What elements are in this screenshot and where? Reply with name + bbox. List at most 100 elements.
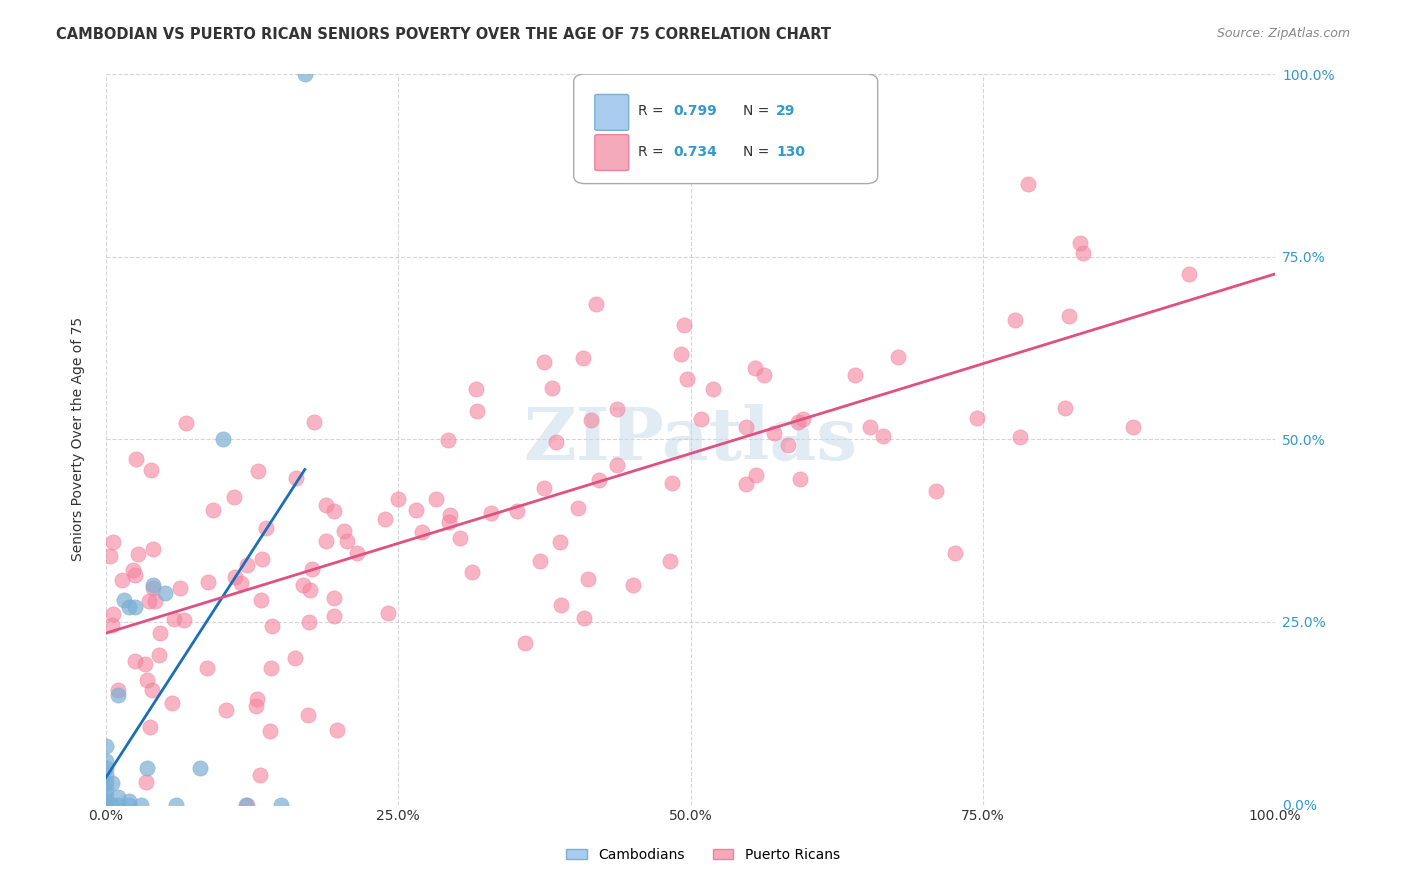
- Point: [778, 438, 800, 452]
- Point: [669, 347, 692, 361]
- Point: [1178, 267, 1201, 281]
- Point: [529, 554, 551, 568]
- Text: 0.799: 0.799: [673, 103, 717, 118]
- Point: [136, 761, 159, 775]
- Text: 29: 29: [776, 103, 796, 118]
- Point: [94, 761, 117, 775]
- Point: [315, 533, 337, 548]
- Point: [215, 703, 238, 717]
- Point: [129, 797, 152, 812]
- Point: [153, 586, 176, 600]
- Point: [661, 475, 683, 490]
- Point: [249, 768, 271, 782]
- Point: [789, 472, 811, 486]
- Point: [541, 381, 564, 395]
- Point: [411, 524, 433, 539]
- Point: [689, 412, 711, 426]
- Point: [118, 794, 141, 808]
- Point: [533, 355, 555, 369]
- Point: [752, 368, 775, 382]
- Point: [125, 451, 148, 466]
- Point: [124, 600, 146, 615]
- Point: [134, 657, 156, 671]
- Point: [544, 434, 567, 449]
- Point: [887, 351, 910, 365]
- Point: [792, 412, 814, 426]
- Point: [224, 569, 246, 583]
- Point: [148, 626, 170, 640]
- Point: [247, 464, 270, 478]
- Text: 130: 130: [776, 145, 806, 159]
- Point: [735, 419, 758, 434]
- Point: [101, 618, 124, 632]
- Point: [744, 360, 766, 375]
- Point: [160, 696, 183, 710]
- Point: [1057, 310, 1080, 324]
- Point: [212, 433, 235, 447]
- Point: [107, 683, 129, 698]
- Point: [222, 490, 245, 504]
- Point: [572, 611, 595, 625]
- Point: [387, 492, 409, 507]
- Point: [548, 535, 571, 549]
- Point: [1053, 401, 1076, 415]
- Point: [235, 797, 257, 812]
- Point: [576, 572, 599, 586]
- Point: [672, 318, 695, 332]
- Point: [872, 429, 894, 443]
- Point: [405, 503, 427, 517]
- Point: [606, 458, 628, 472]
- Point: [139, 720, 162, 734]
- Legend: Cambodians, Puerto Ricans: Cambodians, Puerto Ricans: [561, 842, 845, 867]
- Point: [143, 593, 166, 607]
- Point: [101, 775, 124, 789]
- Point: [323, 503, 346, 517]
- Point: [333, 524, 356, 538]
- Point: [121, 563, 143, 577]
- Point: [606, 401, 628, 416]
- Text: 0.734: 0.734: [673, 145, 717, 159]
- Point: [585, 297, 607, 311]
- Point: [101, 797, 124, 812]
- Point: [301, 562, 323, 576]
- Point: [107, 688, 129, 702]
- Point: [702, 382, 724, 396]
- Point: [299, 582, 322, 597]
- Y-axis label: Seniors Poverty Over the Age of 75: Seniors Poverty Over the Age of 75: [72, 318, 86, 561]
- Point: [107, 790, 129, 805]
- Point: [252, 551, 274, 566]
- Point: [135, 673, 157, 687]
- Point: [572, 351, 595, 365]
- Point: [141, 683, 163, 698]
- Point: [118, 600, 141, 615]
- Point: [94, 794, 117, 808]
- Point: [236, 797, 259, 812]
- Point: [260, 661, 283, 675]
- Point: [374, 512, 396, 526]
- Point: [323, 591, 346, 605]
- Point: [461, 565, 484, 579]
- Point: [966, 411, 988, 425]
- Point: [285, 471, 308, 485]
- Point: [107, 797, 129, 812]
- Point: [1069, 235, 1091, 250]
- Text: N =: N =: [744, 145, 773, 159]
- Point: [94, 797, 117, 812]
- Point: [124, 568, 146, 582]
- Point: [579, 413, 602, 427]
- Point: [550, 598, 572, 612]
- FancyBboxPatch shape: [595, 95, 628, 130]
- Point: [567, 501, 589, 516]
- Point: [481, 506, 503, 520]
- Point: [676, 372, 699, 386]
- Point: [142, 581, 165, 595]
- Point: [231, 575, 253, 590]
- Point: [735, 477, 758, 491]
- Point: [763, 426, 786, 441]
- Point: [294, 67, 316, 81]
- Text: N =: N =: [744, 103, 773, 118]
- Point: [439, 508, 461, 523]
- Point: [103, 607, 125, 621]
- Point: [464, 382, 486, 396]
- Point: [505, 503, 527, 517]
